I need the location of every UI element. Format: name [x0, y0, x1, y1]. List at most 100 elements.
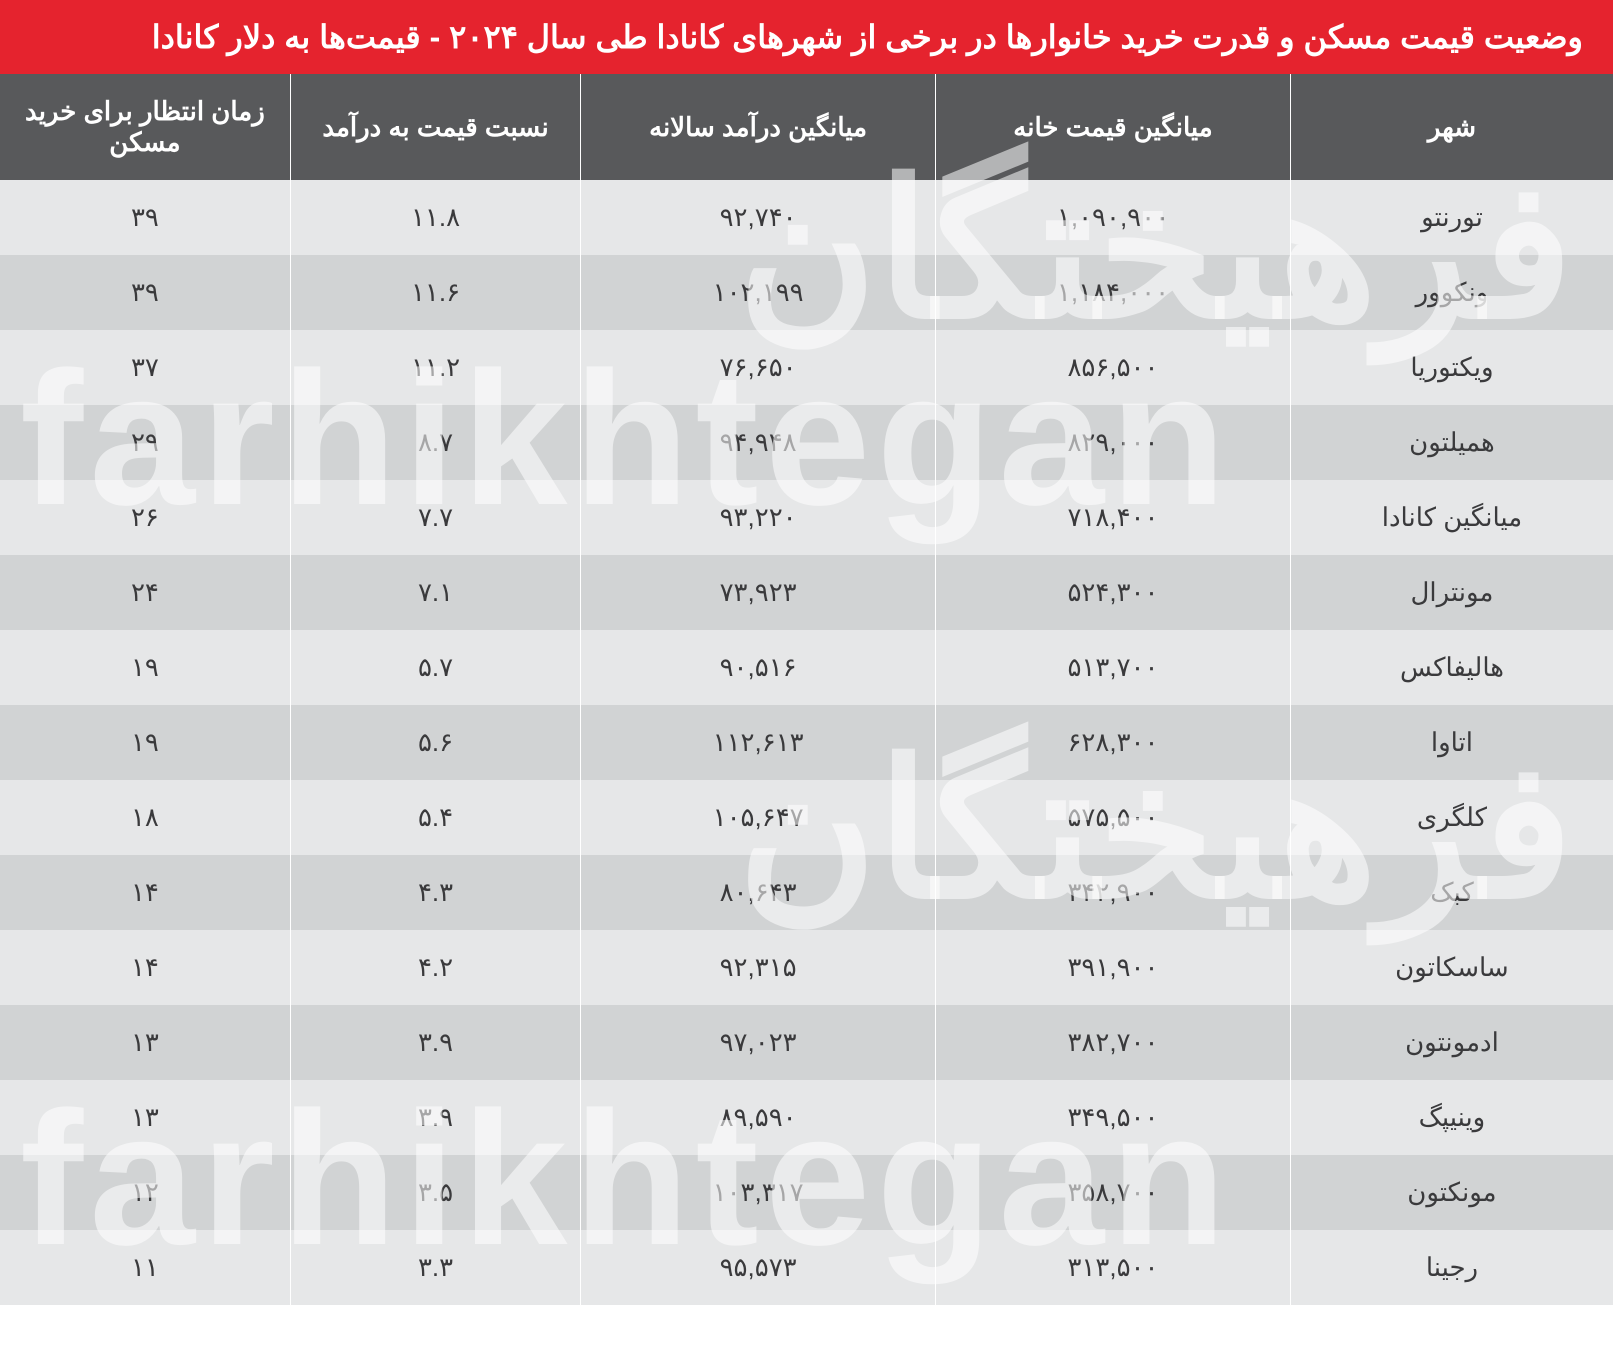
table-row: اتاوا۶۲۸,۳۰۰۱۱۲,۶۱۳۵.۶۱۹: [0, 705, 1613, 780]
cell-ratio: ۷.۱: [290, 555, 580, 630]
cell-price: ۸۲۹,۰۰۰: [936, 405, 1291, 480]
cell-price: ۳۴۲,۹۰۰: [936, 855, 1291, 930]
cell-wait: ۱۲: [0, 1155, 290, 1230]
table-row: ساسکاتون۳۹۱,۹۰۰۹۲,۳۱۵۴.۲۱۴: [0, 930, 1613, 1005]
cell-ratio: ۵.۶: [290, 705, 580, 780]
table-row: مونکتون۳۵۸,۷۰۰۱۰۳,۳۱۷۳.۵۱۲: [0, 1155, 1613, 1230]
cell-ratio: ۱۱.۲: [290, 330, 580, 405]
cell-ratio: ۳.۵: [290, 1155, 580, 1230]
cell-wait: ۱۹: [0, 705, 290, 780]
cell-city: کبک: [1290, 855, 1613, 930]
cell-wait: ۳۹: [0, 180, 290, 255]
table-row: ونکوور۱,۱۸۴,۰۰۰۱۰۲,۱۹۹۱۱.۶۳۹: [0, 255, 1613, 330]
cell-wait: ۱۳: [0, 1080, 290, 1155]
cell-income: ۷۶,۶۵۰: [581, 330, 936, 405]
cell-wait: ۱۴: [0, 855, 290, 930]
cell-ratio: ۱۱.۶: [290, 255, 580, 330]
table-row: کلگری۵۷۵,۵۰۰۱۰۵,۶۴۷۵.۴۱۸: [0, 780, 1613, 855]
cell-wait: ۱۹: [0, 630, 290, 705]
cell-wait: ۲۴: [0, 555, 290, 630]
table-row: رجینا۳۱۳,۵۰۰۹۵,۵۷۳۳.۳۱۱: [0, 1230, 1613, 1305]
cell-price: ۳۱۳,۵۰۰: [936, 1230, 1291, 1305]
cell-income: ۹۲,۷۴۰: [581, 180, 936, 255]
cell-income: ۹۲,۳۱۵: [581, 930, 936, 1005]
cell-city: ادمونتون: [1290, 1005, 1613, 1080]
col-header-wait: زمان انتظار برای خرید مسکن: [0, 74, 290, 180]
cell-price: ۵۱۳,۷۰۰: [936, 630, 1291, 705]
table-row: میانگین کانادا۷۱۸,۴۰۰۹۳,۲۲۰۷.۷۲۶: [0, 480, 1613, 555]
cell-price: ۵۲۴,۳۰۰: [936, 555, 1291, 630]
cell-wait: ۱۸: [0, 780, 290, 855]
cell-price: ۷۱۸,۴۰۰: [936, 480, 1291, 555]
cell-wait: ۳۹: [0, 255, 290, 330]
cell-wait: ۲۶: [0, 480, 290, 555]
table-row: ادمونتون۳۸۲,۷۰۰۹۷,۰۲۳۳.۹۱۳: [0, 1005, 1613, 1080]
cell-city: هالیفاکس: [1290, 630, 1613, 705]
cell-income: ۱۰۵,۶۴۷: [581, 780, 936, 855]
cell-income: ۹۰,۵۱۶: [581, 630, 936, 705]
cell-wait: ۳۷: [0, 330, 290, 405]
cell-ratio: ۸.۷: [290, 405, 580, 480]
table-row: ویکتوریا۸۵۶,۵۰۰۷۶,۶۵۰۱۱.۲۳۷: [0, 330, 1613, 405]
cell-wait: ۱۱: [0, 1230, 290, 1305]
cell-wait: ۲۹: [0, 405, 290, 480]
cell-income: ۱۰۲,۱۹۹: [581, 255, 936, 330]
cell-ratio: ۳.۳: [290, 1230, 580, 1305]
cell-city: ویکتوریا: [1290, 330, 1613, 405]
cell-price: ۶۲۸,۳۰۰: [936, 705, 1291, 780]
cell-income: ۷۳,۹۲۳: [581, 555, 936, 630]
cell-income: ۹۷,۰۲۳: [581, 1005, 936, 1080]
col-header-city: شهر: [1290, 74, 1613, 180]
header-row: شهر میانگین قیمت خانه میانگین درآمد سالا…: [0, 74, 1613, 180]
cell-ratio: ۴.۲: [290, 930, 580, 1005]
cell-city: کلگری: [1290, 780, 1613, 855]
cell-price: ۱,۰۹۰,۹۰۰: [936, 180, 1291, 255]
cell-city: ونکوور: [1290, 255, 1613, 330]
cell-city: میانگین کانادا: [1290, 480, 1613, 555]
table-row: کبک۳۴۲,۹۰۰۸۰,۶۴۳۴.۳۱۴: [0, 855, 1613, 930]
cell-income: ۸۹,۵۹۰: [581, 1080, 936, 1155]
cell-price: ۳۵۸,۷۰۰: [936, 1155, 1291, 1230]
table-row: وینیپگ۳۴۹,۵۰۰۸۹,۵۹۰۳.۹۱۳: [0, 1080, 1613, 1155]
cell-price: ۵۷۵,۵۰۰: [936, 780, 1291, 855]
cell-ratio: ۷.۷: [290, 480, 580, 555]
col-header-ratio: نسبت قیمت به درآمد: [290, 74, 580, 180]
cell-income: ۹۵,۵۷۳: [581, 1230, 936, 1305]
table-body: تورنتو۱,۰۹۰,۹۰۰۹۲,۷۴۰۱۱.۸۳۹ونکوور۱,۱۸۴,۰…: [0, 180, 1613, 1305]
cell-income: ۸۰,۶۴۳: [581, 855, 936, 930]
table-row: همیلتون۸۲۹,۰۰۰۹۴,۹۴۸۸.۷۲۹: [0, 405, 1613, 480]
col-header-income: میانگین درآمد سالانه: [581, 74, 936, 180]
cell-income: ۹۳,۲۲۰: [581, 480, 936, 555]
cell-wait: ۱۴: [0, 930, 290, 1005]
table-row: مونترال۵۲۴,۳۰۰۷۳,۹۲۳۷.۱۲۴: [0, 555, 1613, 630]
cell-price: ۳۴۹,۵۰۰: [936, 1080, 1291, 1155]
cell-ratio: ۳.۹: [290, 1005, 580, 1080]
cell-wait: ۱۳: [0, 1005, 290, 1080]
cell-ratio: ۱۱.۸: [290, 180, 580, 255]
cell-ratio: ۳.۹: [290, 1080, 580, 1155]
cell-price: ۸۵۶,۵۰۰: [936, 330, 1291, 405]
cell-ratio: ۵.۴: [290, 780, 580, 855]
cell-city: اتاوا: [1290, 705, 1613, 780]
cell-city: تورنتو: [1290, 180, 1613, 255]
cell-income: ۱۱۲,۶۱۳: [581, 705, 936, 780]
cell-city: مونترال: [1290, 555, 1613, 630]
cell-city: ساسکاتون: [1290, 930, 1613, 1005]
cell-price: ۳۹۱,۹۰۰: [936, 930, 1291, 1005]
cell-city: رجینا: [1290, 1230, 1613, 1305]
table-title: وضعیت قیمت مسکن و قدرت خرید خانوارها در …: [0, 0, 1613, 74]
col-header-price: میانگین قیمت خانه: [936, 74, 1291, 180]
cell-income: ۱۰۳,۳۱۷: [581, 1155, 936, 1230]
cell-price: ۱,۱۸۴,۰۰۰: [936, 255, 1291, 330]
table-row: هالیفاکس۵۱۳,۷۰۰۹۰,۵۱۶۵.۷۱۹: [0, 630, 1613, 705]
cell-city: وینیپگ: [1290, 1080, 1613, 1155]
cell-city: مونکتون: [1290, 1155, 1613, 1230]
table-row: تورنتو۱,۰۹۰,۹۰۰۹۲,۷۴۰۱۱.۸۳۹: [0, 180, 1613, 255]
cell-ratio: ۵.۷: [290, 630, 580, 705]
cell-income: ۹۴,۹۴۸: [581, 405, 936, 480]
table-container: وضعیت قیمت مسکن و قدرت خرید خانوارها در …: [0, 0, 1613, 1305]
cell-ratio: ۴.۳: [290, 855, 580, 930]
cell-city: همیلتون: [1290, 405, 1613, 480]
data-table: شهر میانگین قیمت خانه میانگین درآمد سالا…: [0, 74, 1613, 1305]
cell-price: ۳۸۲,۷۰۰: [936, 1005, 1291, 1080]
